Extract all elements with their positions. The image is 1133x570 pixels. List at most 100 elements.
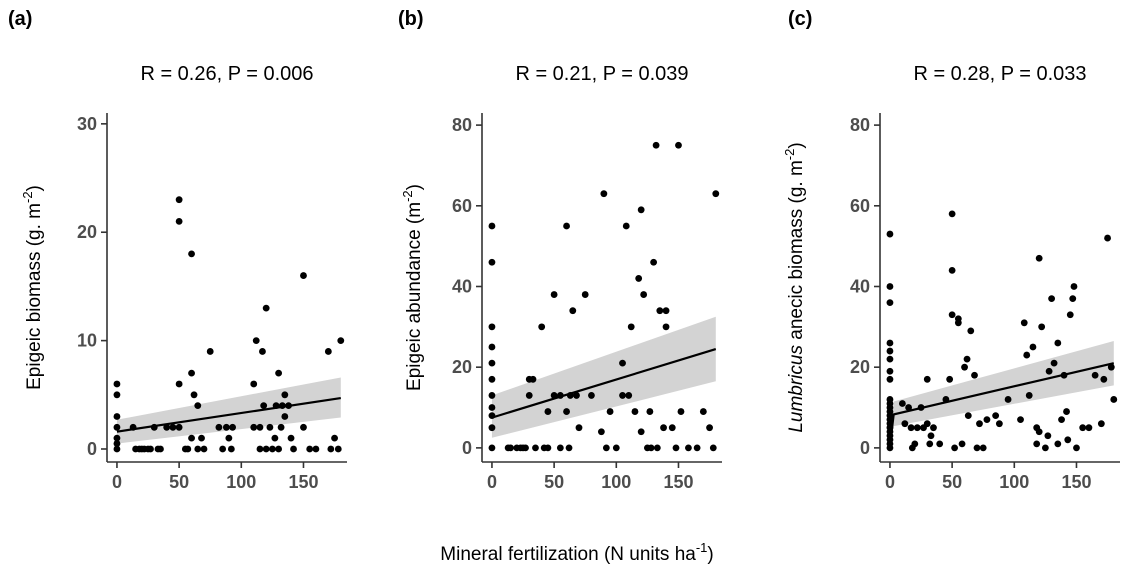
- y-tick-label: 60: [850, 196, 870, 216]
- panels: (a) R = 0.26, P = 0.006 0 10 20 30 0 50 100 150 Ep…: [8, 8, 1120, 492]
- data-point: [222, 423, 230, 431]
- panel-b: (b) R = 0.21, P = 0.039 0 20 40 60 80 0 50 100 150…: [398, 8, 722, 492]
- panel-label: (b): [398, 8, 424, 30]
- data-point: [886, 396, 894, 403]
- data-point: [1066, 311, 1074, 319]
- data-point: [886, 367, 894, 375]
- data-point: [1035, 254, 1043, 262]
- regression-line: [116, 396, 341, 433]
- data-point: [640, 291, 648, 298]
- data-point: [194, 445, 202, 453]
- data-point: [1045, 367, 1053, 375]
- y-axis-title-italic: Lumbricus: [786, 345, 807, 433]
- data-point: [200, 445, 208, 453]
- data-point: [287, 434, 295, 442]
- data-point: [113, 434, 121, 442]
- data-point: [961, 363, 968, 371]
- data-point: [1025, 392, 1033, 399]
- data-point: [653, 444, 661, 452]
- confidence-band: [491, 316, 716, 438]
- data-point: [252, 337, 260, 345]
- y-axis-title: Lumbricus anecic biomass (g. m-2): [782, 142, 807, 432]
- y-tick-label: 20: [77, 222, 97, 242]
- data-point: [898, 400, 906, 407]
- data-point: [699, 408, 707, 415]
- data-point: [175, 380, 183, 388]
- data-point: [948, 311, 956, 319]
- data-point: [188, 369, 195, 377]
- data-point: [1073, 444, 1080, 452]
- y-tick-label: 20: [850, 357, 870, 377]
- data-point: [1041, 444, 1049, 452]
- data-point: [277, 423, 285, 431]
- data-point: [529, 375, 537, 383]
- data-point: [488, 375, 496, 383]
- y-axis-title-main: anecic biomass (g. m: [786, 160, 807, 345]
- data-point: [259, 348, 266, 355]
- y-tick-label: 0: [860, 438, 870, 458]
- data-point: [963, 355, 971, 363]
- data-point: [588, 392, 595, 399]
- data-point: [488, 444, 496, 452]
- data-point: [190, 391, 198, 399]
- data-point: [260, 402, 268, 410]
- data-point: [660, 424, 667, 432]
- y-tick-label: 20: [452, 357, 472, 377]
- x-axis-title: Mineral fertilization (N units ha-1): [440, 540, 713, 565]
- data-point: [656, 307, 664, 315]
- data-point: [563, 408, 570, 415]
- data-point: [905, 404, 913, 411]
- data-point: [1104, 234, 1111, 242]
- data-point: [886, 230, 894, 238]
- data-point: [113, 380, 121, 388]
- data-point: [550, 291, 558, 298]
- data-point: [488, 404, 496, 411]
- data-point: [964, 412, 972, 420]
- y-axis-title-superscript: -2: [20, 191, 35, 203]
- x-tick-label: 0: [885, 472, 895, 492]
- y-axis-title-end: ): [24, 185, 45, 191]
- data-point: [1033, 440, 1041, 448]
- data-point: [685, 444, 692, 452]
- data-points: [113, 196, 345, 453]
- data-point: [113, 440, 121, 447]
- data-point: [488, 392, 496, 399]
- data-point: [113, 391, 121, 399]
- data-points: [886, 210, 1118, 452]
- data-point: [1020, 319, 1028, 327]
- x-tick-label: 100: [226, 472, 256, 492]
- data-point: [1035, 428, 1043, 436]
- data-point: [188, 250, 195, 258]
- x-axis-title-end: ): [707, 544, 713, 565]
- data-point: [923, 420, 931, 428]
- y-tick-label: 0: [462, 438, 472, 458]
- data-point: [612, 444, 620, 452]
- data-point: [971, 371, 978, 379]
- data-point: [525, 392, 533, 399]
- data-point: [488, 359, 496, 367]
- x-tick-label: 100: [601, 472, 631, 492]
- data-point: [488, 222, 496, 230]
- data-point: [954, 319, 962, 327]
- data-point: [324, 348, 332, 355]
- y-tick-label: 10: [77, 331, 97, 351]
- data-point: [948, 266, 956, 274]
- data-point: [175, 423, 183, 431]
- data-point: [575, 424, 583, 432]
- y-tick-label: 60: [452, 196, 472, 216]
- data-point: [275, 445, 283, 453]
- data-point: [113, 445, 121, 453]
- data-point: [995, 420, 1003, 428]
- data-point: [225, 434, 233, 442]
- data-point: [936, 440, 944, 448]
- data-point: [1017, 416, 1024, 424]
- data-point: [175, 217, 183, 225]
- x-tick-label: 150: [1061, 472, 1091, 492]
- panel-label: (c): [788, 8, 812, 30]
- data-point: [652, 141, 660, 149]
- data-point: [250, 380, 258, 388]
- data-point: [275, 369, 283, 377]
- data-point: [973, 444, 981, 452]
- data-point: [646, 408, 654, 415]
